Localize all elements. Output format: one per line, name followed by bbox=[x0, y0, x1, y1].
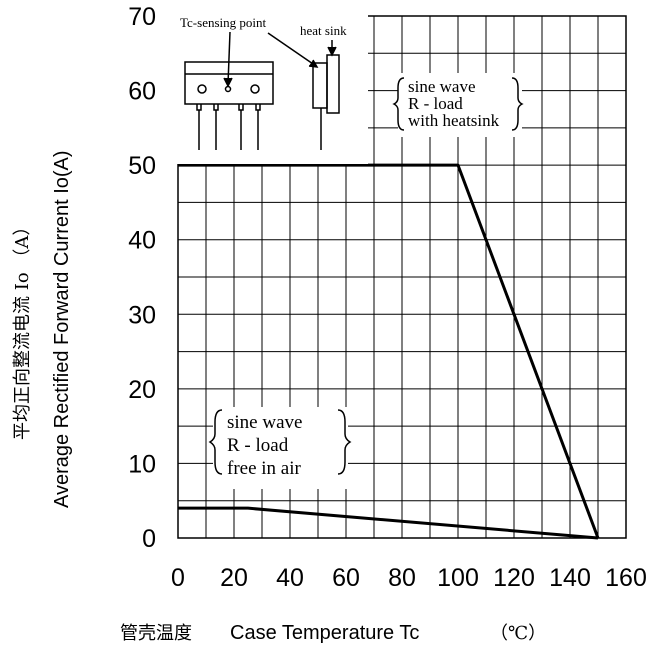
x-tick-label: 160 bbox=[605, 564, 647, 592]
tc-sensing-point-label: Tc-sensing point bbox=[180, 15, 266, 30]
series-line-free-air bbox=[178, 506, 599, 540]
x-tick-label: 100 bbox=[437, 564, 479, 592]
series-line-heatsink bbox=[178, 163, 600, 539]
heat-sink-label: heat sink bbox=[300, 23, 347, 38]
x-tick-label: 20 bbox=[220, 564, 248, 592]
x-axis-title-en: Case Temperature Tc bbox=[230, 622, 419, 644]
y-axis-title-zh: 平均正向整流电流 Io （A） bbox=[12, 218, 33, 440]
heatsink-note-line-3: with heatsink bbox=[408, 111, 500, 130]
x-axis-unit: （℃） bbox=[490, 623, 546, 644]
package-side-view bbox=[267, 32, 340, 150]
y-tick-label: 70 bbox=[128, 3, 156, 31]
y-tick-label: 40 bbox=[128, 227, 156, 255]
heatsink-note-line-1: sine wave bbox=[408, 77, 476, 96]
x-tick-label: 140 bbox=[549, 564, 591, 592]
x-tick-label: 40 bbox=[276, 564, 304, 592]
heatsink-note-line-2: R - load bbox=[408, 94, 463, 113]
y-axis-title-en: Average Rectified Forward Current Io(A) bbox=[51, 150, 73, 508]
tick-labels: 0 20 40 60 80 100 120 140 160 0 10 20 30 40 50 60 70 bbox=[128, 3, 647, 592]
free-air-note-line-3: free in air bbox=[227, 458, 302, 479]
y-tick-label: 10 bbox=[128, 450, 156, 478]
x-tick-label: 80 bbox=[388, 564, 416, 592]
x-axis-title-zh: 管壳温度 bbox=[120, 623, 192, 644]
y-tick-label: 0 bbox=[142, 525, 156, 553]
free-air-condition-note: sine wave R - load free in air bbox=[208, 407, 352, 489]
series-lines bbox=[178, 163, 600, 540]
package-front-view bbox=[184, 31, 274, 150]
free-air-note-line-2: R - load bbox=[227, 435, 289, 456]
device-illustration: Tc-sensing point heat sink bbox=[176, 12, 368, 164]
plot-frame bbox=[177, 15, 627, 539]
y-tick-label: 60 bbox=[128, 78, 156, 106]
illustration-background bbox=[176, 12, 368, 164]
free-air-note-line-1: sine wave bbox=[227, 412, 302, 433]
heatsink-condition-note: sine wave R - load with heatsink bbox=[392, 73, 524, 137]
x-tick-label: 60 bbox=[332, 564, 360, 592]
y-tick-label: 50 bbox=[128, 152, 156, 180]
y-tick-label: 30 bbox=[128, 301, 156, 329]
y-tick-label: 20 bbox=[128, 376, 156, 404]
x-tick-label: 120 bbox=[493, 564, 535, 592]
x-tick-label: 0 bbox=[171, 564, 185, 592]
